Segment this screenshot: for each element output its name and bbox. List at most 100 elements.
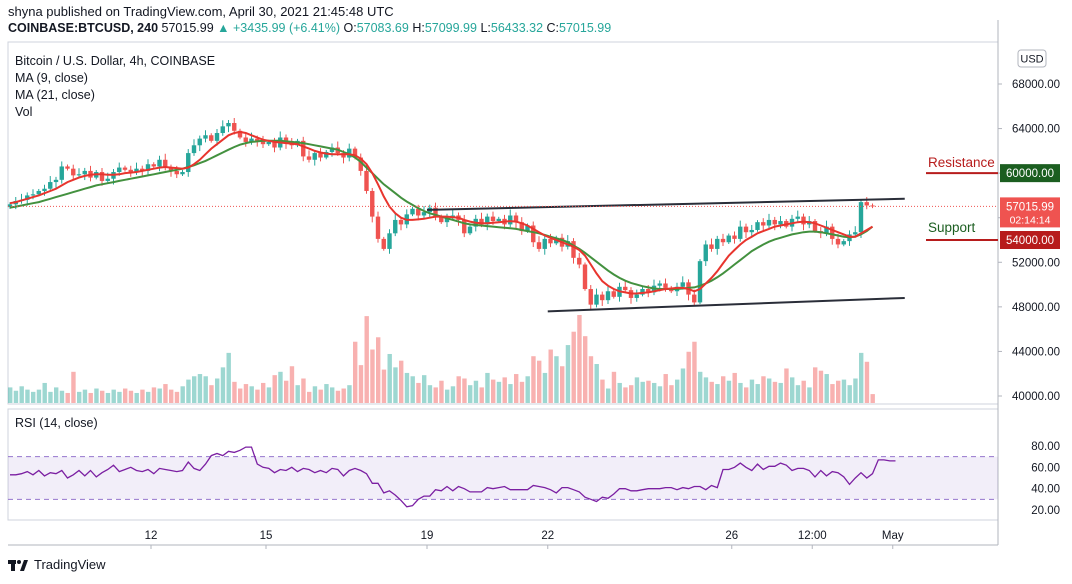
volume-bar [634,377,640,403]
candle-body [375,216,381,239]
volume-bar [663,374,668,403]
candle [485,213,490,231]
candle-body [364,170,369,191]
rsi-tick-label: 20.00 [1031,505,1060,517]
volume-bar [698,371,703,403]
volume-bar [220,367,226,403]
currency-badge-label: USD [1020,54,1043,66]
candle [611,289,616,299]
candle [306,150,312,163]
volume-bar [243,384,249,403]
volume-bar [870,394,875,403]
candle [157,155,162,172]
volume-bar [94,388,99,403]
candle-body [835,238,841,245]
symbol-label: COINBASE:BTCUSD, 240 [8,21,159,35]
candle [197,135,202,152]
volume-bar [295,385,300,403]
candle-body [249,138,254,142]
volume-bar [778,382,783,403]
volume-bar [215,378,220,403]
volume-bar [450,386,456,403]
candle-body [795,216,800,219]
candle-body [140,168,145,171]
volume-bar [485,372,490,403]
volume-bar [600,379,605,403]
candle-body [347,148,352,158]
candle-body [749,229,754,233]
volume-bar [468,385,473,403]
volume-bar [669,385,674,403]
volume-bar [824,374,829,403]
candle [772,216,777,231]
volume-bar [186,379,191,403]
candle-body [260,140,266,145]
candle [186,149,191,177]
legend-ma21[interactable]: MA (21, close) [15,88,95,102]
legend-ma9[interactable]: MA (9, close) [15,71,88,85]
legend-title: Bitcoin / U.S. Dollar, 4h, COINBASE [15,54,216,68]
candle-body [71,168,76,176]
axes: 68000.0064000.0060000.0056000.0052000.00… [145,49,1060,549]
close-value: 57015.99 [559,21,612,35]
candle-body [548,238,553,244]
symbol-quote-line: COINBASE:BTCUSD, 240 57015.99 ▲ +3435.99… [8,21,611,35]
volume-bar [652,382,657,403]
volume-bar [439,380,444,403]
volume-bar [358,365,364,403]
time-tick-label: 22 [541,530,554,542]
candle-body [536,242,542,249]
candle-body [117,167,122,173]
candle-body [726,235,731,243]
candle-body [186,153,191,173]
volume-bar [301,378,306,403]
last-price: 57015.99 [161,21,214,35]
candle [582,262,588,291]
candle [715,235,720,255]
candle [220,120,225,136]
volume-bar [387,353,392,403]
volume-bar [105,392,111,403]
volume-bar [715,384,720,403]
candle [749,224,754,236]
publication-info: shyna published on TradingView.com, Apri… [8,4,394,19]
volume-bar [726,380,732,403]
time-tick-label: 15 [260,530,273,542]
candle-body [318,153,323,158]
candle [398,216,404,231]
candle [358,153,363,176]
candle-body [663,283,668,288]
candle [347,143,352,162]
volume-bar [71,371,76,403]
candle-body [479,218,484,225]
candle-body [812,221,818,232]
rsi-legend[interactable]: RSI (14, close) [15,416,98,430]
volume-bar [859,352,864,403]
candle [7,202,13,209]
volume-bar [606,388,611,403]
volume-bar [853,378,858,403]
candle [812,219,818,233]
legend-vol[interactable]: Vol [15,105,33,119]
candle-body [416,208,421,216]
candle-body [209,135,214,141]
candle [594,288,599,308]
candle [542,235,547,255]
candle [312,150,317,166]
volume-bar [801,380,806,403]
resistance-label: Resistance [928,155,995,170]
candle [381,236,386,251]
candle-body [490,216,496,222]
candle [720,233,726,247]
volume-bar [128,390,134,403]
volume-bar [36,389,42,403]
candle-body [588,289,593,305]
volume-bar [347,385,352,403]
candle-body [398,219,404,225]
candle-body [306,156,312,160]
volume-bar [847,385,852,403]
candle [600,291,605,306]
high-label: H: [412,21,425,35]
volume-bar [709,381,714,403]
